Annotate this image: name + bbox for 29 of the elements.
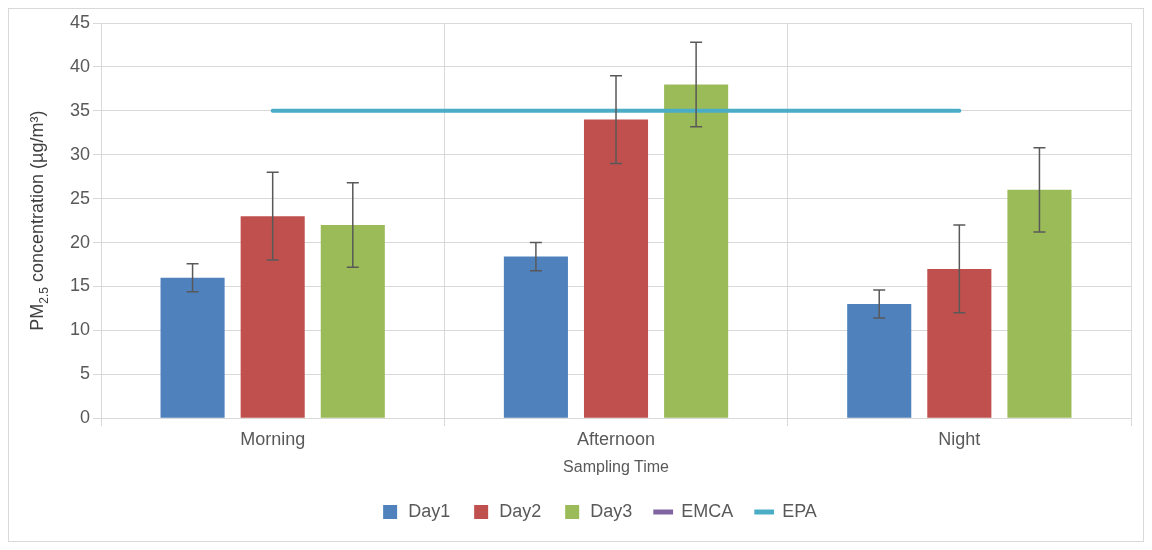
y-axis-title: PM2.5 concentration (µg/m³): [27, 110, 51, 331]
y-tick-label: 0: [80, 407, 91, 428]
bar: [240, 216, 305, 418]
y-tick-label: 25: [69, 187, 91, 208]
x-tick-label: Night: [938, 428, 981, 449]
legend-label: EMCA: [681, 500, 734, 521]
legend-label: Day1: [408, 500, 451, 521]
bar: [664, 84, 729, 418]
y-tick-label: 45: [69, 11, 91, 32]
y-tick-label: 35: [69, 99, 91, 120]
legend-label: EPA: [782, 500, 817, 521]
y-tick-label: 40: [69, 55, 91, 76]
y-tick-label: 15: [69, 275, 91, 296]
x-tick-label: Afternoon: [576, 428, 656, 449]
x-axis-title: Sampling Time: [563, 457, 670, 475]
bar: [1007, 189, 1072, 418]
x-tick-label: Morning: [240, 428, 306, 449]
y-tick-label: 20: [69, 231, 91, 252]
y-tick-label: 5: [80, 363, 91, 384]
bar: [320, 224, 385, 418]
legend-label: Day2: [499, 500, 542, 521]
y-tick-label: 30: [69, 143, 91, 164]
bar: [927, 268, 992, 418]
bar: [160, 277, 225, 418]
bar: [503, 256, 568, 418]
bar: [583, 119, 649, 418]
bar: [847, 304, 912, 418]
legend-label: Day3: [590, 500, 633, 521]
y-tick-label: 10: [69, 319, 91, 340]
